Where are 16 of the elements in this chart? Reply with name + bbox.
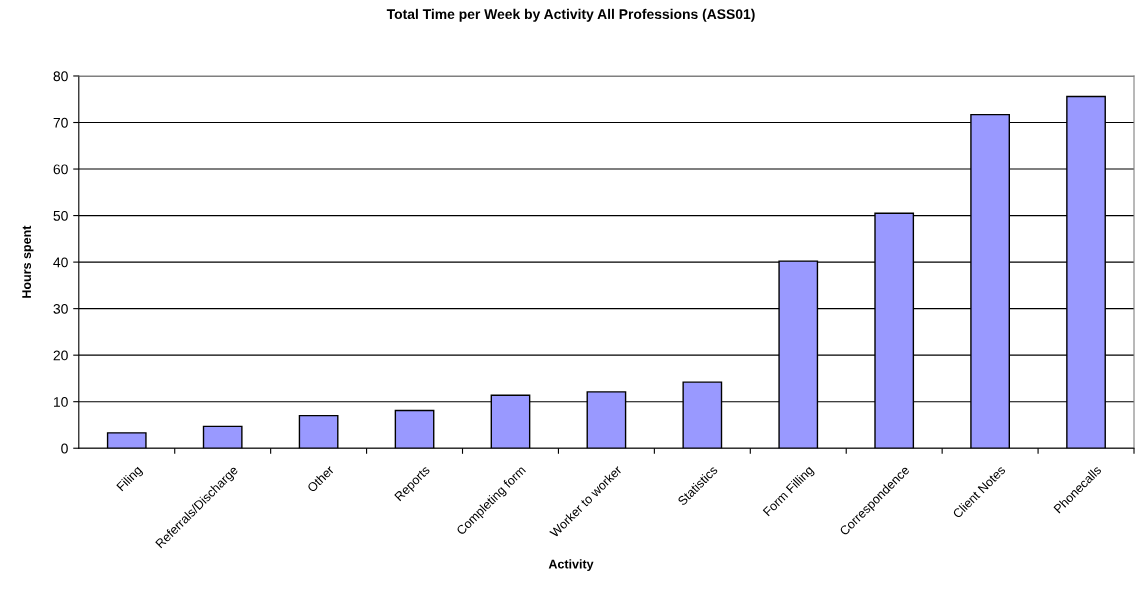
y-tick-label: 10: [53, 397, 68, 407]
bar: [202, 425, 243, 449]
bar: [394, 409, 435, 449]
y-tick-label: 0: [61, 443, 68, 454]
y-tick-label: 20: [53, 350, 68, 361]
bar: [106, 432, 147, 449]
bar: [298, 414, 339, 449]
x-axis-title: Activity: [548, 559, 594, 571]
y-axis-title: Hours spent: [22, 225, 34, 298]
y-tick-label: 50: [53, 210, 68, 221]
y-tick-label: 30: [53, 303, 68, 314]
y-tick-label: 60: [53, 164, 68, 175]
y-tick-label: 80: [53, 71, 68, 82]
y-tick-label: 70: [53, 117, 68, 128]
y-tick-label: 40: [53, 257, 68, 268]
chart-title: Total Time per Week by Activity All Professions (ASS01): [386, 8, 755, 22]
